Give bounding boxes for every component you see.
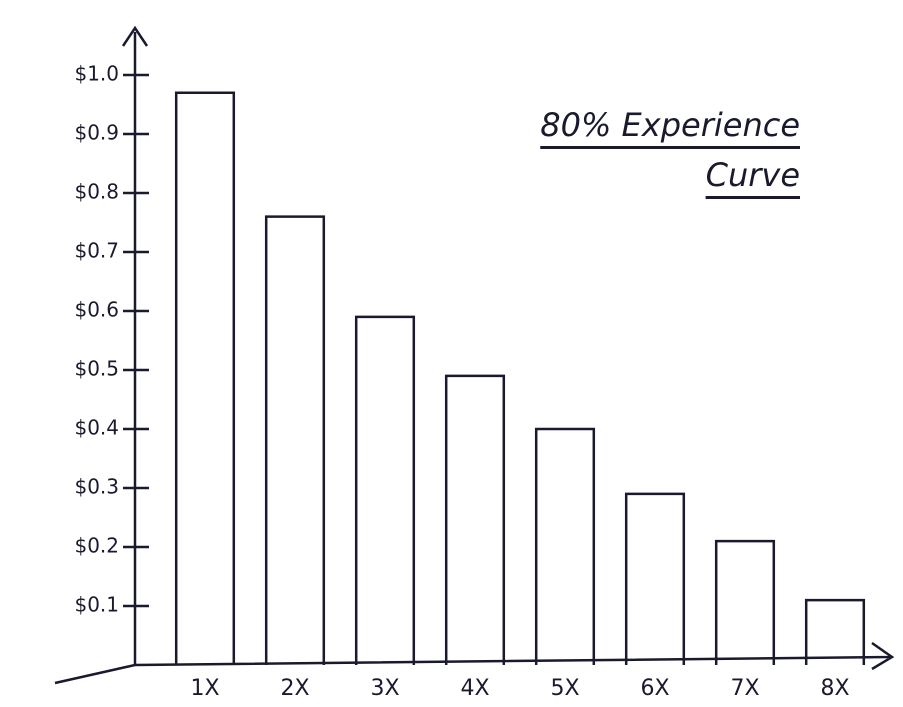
- y-axis: [123, 28, 147, 665]
- y-tick-label: $0.3: [74, 475, 119, 499]
- y-tick-label: $0.9: [74, 121, 119, 145]
- y-tick-label: $0.5: [74, 357, 119, 381]
- page: $0.1 $0.2 $0.3 $0.4 $0.5 $0.6 $0.7 $0.8 $0.9 $1.0…: [0, 0, 903, 707]
- y-tick-label: $1.0: [74, 62, 119, 86]
- x-tick-label: 7X: [730, 676, 759, 701]
- bar: [806, 600, 864, 665]
- bar: [446, 376, 504, 665]
- bar: [176, 93, 234, 665]
- x-tick-label: 2X: [280, 676, 309, 701]
- y-tick-label: $0.6: [74, 298, 119, 322]
- x-tick-label: 1X: [190, 676, 219, 701]
- x-tick-label: 3X: [370, 676, 399, 701]
- chart-title: 80% Experience Curve: [440, 100, 800, 200]
- x-tick-label: 4X: [460, 676, 489, 701]
- y-tick-label: $0.1: [74, 593, 119, 617]
- bar: [536, 429, 594, 665]
- y-tick-label: $0.2: [74, 534, 119, 558]
- x-tick-label: 5X: [550, 676, 579, 701]
- x-tick-label: 8X: [820, 676, 849, 701]
- bar: [356, 317, 414, 665]
- y-tick-label: $0.4: [74, 416, 119, 440]
- bar: [626, 494, 684, 665]
- y-tick-label: $0.7: [74, 239, 119, 263]
- y-tick-label: $0.8: [74, 180, 119, 204]
- bar: [716, 541, 774, 665]
- bar: [266, 217, 324, 665]
- x-tick-label: 6X: [640, 676, 669, 701]
